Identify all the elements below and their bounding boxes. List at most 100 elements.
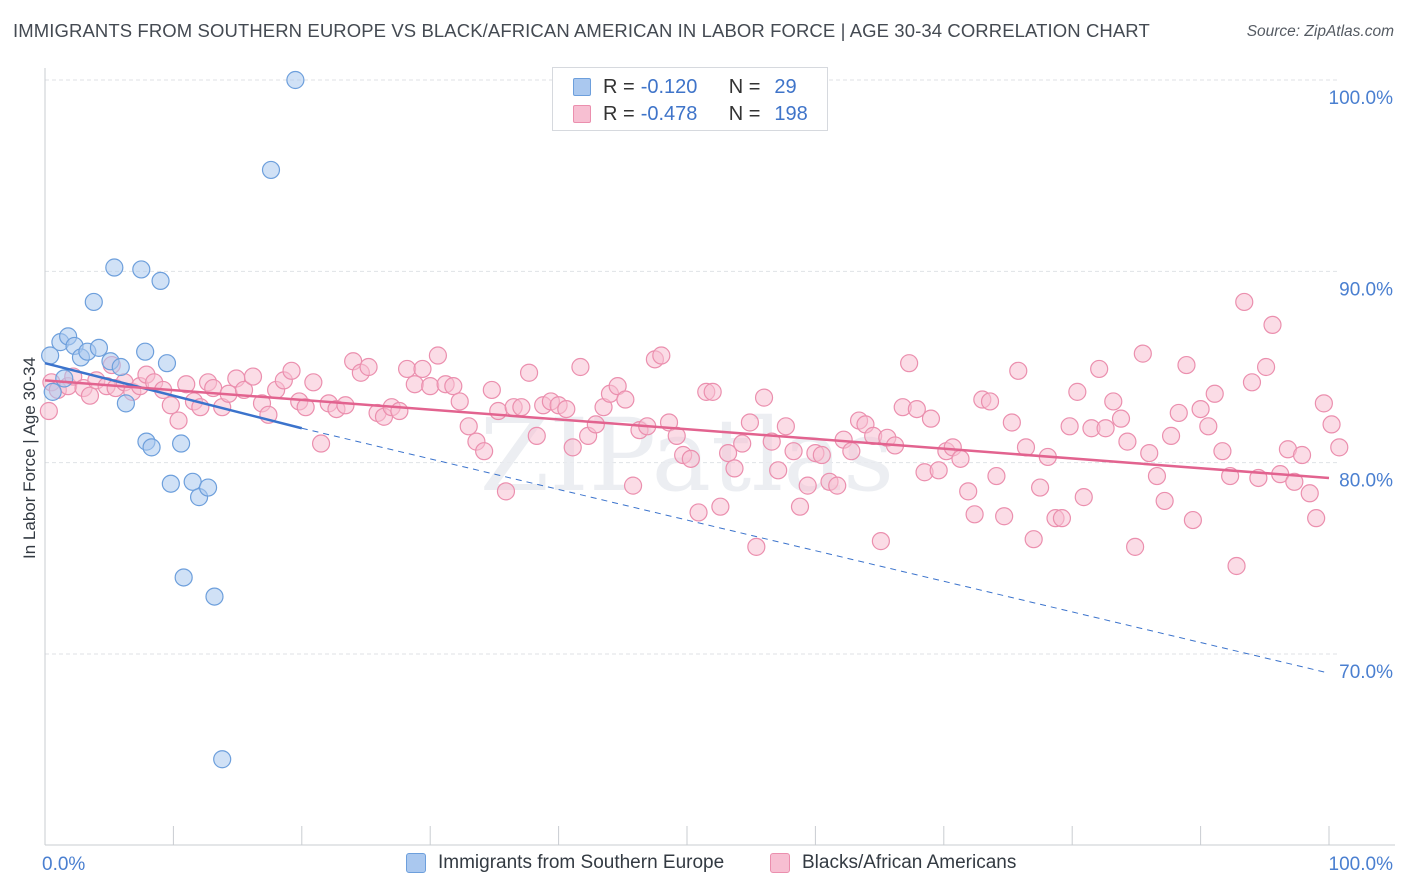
chart-title: IMMIGRANTS FROM SOUTHERN EUROPE VS BLACK… <box>13 20 1150 41</box>
point-blacks-59 <box>482 380 501 400</box>
y-tick-label: 100.0% <box>1329 88 1394 109</box>
point-blacks-127 <box>980 392 1000 411</box>
point-blacks-139 <box>1068 382 1087 401</box>
point-blacks-18 <box>169 411 188 430</box>
point-blacks-131 <box>1009 361 1028 380</box>
point-blacks-58 <box>475 442 494 461</box>
point-blacks-145 <box>1111 409 1131 428</box>
point-blacks-89 <box>703 382 722 401</box>
point-immigrants-11 <box>116 394 135 413</box>
point-immigrants-3 <box>55 369 74 388</box>
point-blacks-157 <box>1199 417 1218 436</box>
point-blacks-48 <box>397 359 417 379</box>
point-blacks-156 <box>1191 399 1210 419</box>
point-blacks-50 <box>413 359 432 379</box>
legend-n-value: 198 <box>774 102 808 125</box>
point-blacks-125 <box>965 505 984 524</box>
point-blacks-70 <box>563 438 582 457</box>
point-blacks-99 <box>776 417 795 436</box>
point-blacks-166 <box>1263 315 1282 335</box>
point-blacks-144 <box>1104 392 1123 411</box>
legend-r-label: R = <box>603 75 635 98</box>
point-blacks-87 <box>689 503 708 522</box>
legend-row-immigrants: R = -0.120 N = 29 <box>573 75 797 99</box>
point-blacks-120 <box>929 461 948 480</box>
bottom-legend-swatch-immigrants <box>406 853 426 873</box>
point-blacks-106 <box>828 476 847 495</box>
series-blacks-points <box>39 292 1349 576</box>
point-blacks-78 <box>623 476 643 495</box>
point-blacks-37 <box>311 434 331 453</box>
legend-r-label: R = <box>603 102 635 125</box>
point-immigrants-27 <box>261 160 281 180</box>
point-blacks-36 <box>304 373 323 392</box>
legend-n-label: N = <box>728 75 761 98</box>
point-blacks-108 <box>842 442 861 461</box>
point-blacks-86 <box>681 449 700 468</box>
point-immigrants-22 <box>183 472 202 491</box>
gridlines <box>45 79 1337 655</box>
point-immigrants-21 <box>161 474 180 493</box>
point-immigrants-26 <box>205 587 224 606</box>
point-blacks-73 <box>586 415 605 434</box>
point-blacks-82 <box>652 346 671 365</box>
point-blacks-148 <box>1133 344 1152 363</box>
point-blacks-60 <box>489 401 508 421</box>
point-blacks-140 <box>1074 488 1093 507</box>
point-blacks-129 <box>995 507 1014 526</box>
legend-swatch-immigrants <box>573 78 591 96</box>
point-blacks-171 <box>1300 484 1319 503</box>
x-tick-label-max: 100.0% <box>1329 854 1394 875</box>
tick-labels: 70.0% 80.0% 90.0% 100.0% 0.0% 100.0% <box>42 88 1393 875</box>
point-blacks-159 <box>1213 442 1232 461</box>
point-blacks-102 <box>798 476 817 495</box>
bottom-legend-immigrants: Immigrants from Southern Europe <box>406 852 724 874</box>
trend-line-0 <box>44 361 303 430</box>
point-immigrants-12 <box>105 258 124 277</box>
point-blacks-47 <box>390 401 409 421</box>
point-blacks-52 <box>428 346 448 365</box>
point-blacks-146 <box>1118 432 1137 451</box>
legend: R = -0.120 N = 29 R = -0.478 N = 198 <box>552 67 828 131</box>
point-blacks-40 <box>336 396 355 415</box>
point-blacks-76 <box>608 377 627 396</box>
point-blacks-117 <box>907 399 926 419</box>
point-blacks-97 <box>762 432 781 451</box>
point-blacks-124 <box>959 482 978 501</box>
point-blacks-162 <box>1235 292 1254 312</box>
point-blacks-142 <box>1090 359 1109 379</box>
point-blacks-92 <box>725 459 744 478</box>
legend-row-blacks: R = -0.478 N = 198 <box>573 102 808 126</box>
point-blacks-175 <box>1330 438 1349 457</box>
legend-n-label: N = <box>728 102 761 125</box>
point-blacks-150 <box>1147 466 1167 486</box>
point-blacks-163 <box>1242 373 1262 392</box>
point-blacks-147 <box>1126 537 1145 556</box>
point-blacks-96 <box>754 388 774 407</box>
point-blacks-0 <box>39 401 58 421</box>
point-blacks-71 <box>571 357 590 377</box>
point-blacks-63 <box>512 398 531 417</box>
point-blacks-138 <box>1060 417 1079 436</box>
point-blacks-51 <box>421 377 440 396</box>
point-blacks-158 <box>1205 384 1224 403</box>
point-blacks-165 <box>1256 357 1276 377</box>
point-blacks-61 <box>496 482 516 501</box>
point-blacks-43 <box>359 357 378 377</box>
point-blacks-100 <box>784 442 803 461</box>
point-immigrants-24 <box>198 478 218 497</box>
point-immigrants-16 <box>136 342 155 361</box>
point-blacks-112 <box>871 532 890 551</box>
point-immigrants-8 <box>89 338 109 357</box>
point-blacks-170 <box>1292 445 1312 465</box>
point-blacks-19 <box>177 375 196 394</box>
point-immigrants-14 <box>84 292 103 312</box>
point-blacks-33 <box>282 361 301 380</box>
point-immigrants-19 <box>142 438 161 457</box>
point-blacks-154 <box>1177 355 1196 375</box>
point-blacks-95 <box>747 537 766 556</box>
point-blacks-169 <box>1285 472 1304 491</box>
source-label: Source: ZipAtlas.com <box>1246 23 1394 40</box>
point-blacks-151 <box>1155 491 1174 511</box>
